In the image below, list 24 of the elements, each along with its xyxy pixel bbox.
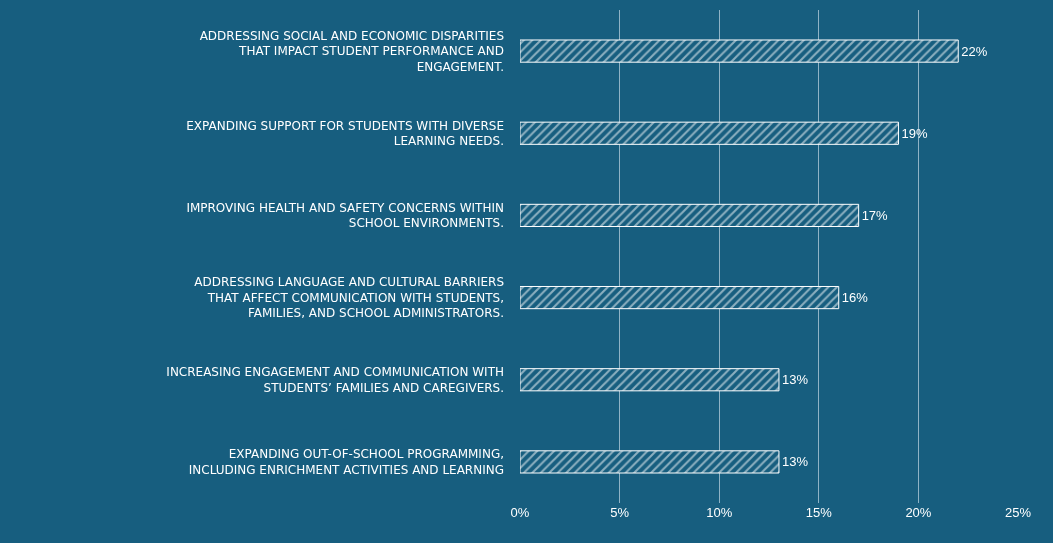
- x-tick-label: 10%: [706, 505, 733, 520]
- y-tick-label: ADDRESSING SOCIAL AND ECONOMIC DISPARITIES THAT IMPACT STUDENT PERFORMANCE AND ENGAGEMENT.: [199, 28, 504, 74]
- bar: [520, 203, 860, 228]
- data-label: 13%: [781, 454, 809, 470]
- bar: [520, 450, 780, 474]
- data-label: 19%: [901, 125, 928, 141]
- bar: [520, 39, 959, 63]
- x-tick-label: 20%: [905, 505, 932, 520]
- y-tick-label: EXPANDING SUPPORT FOR STUDENTS WITH DIVERSE LEARNING NEEDS.: [186, 118, 504, 149]
- x-tick-label: 5%: [610, 505, 630, 520]
- data-label: 17%: [861, 207, 889, 223]
- y-tick-label: INCREASING ENGAGEMENT AND COMMUNICATION WITH STUDENTS’ FAMILIES AND CAREGIVERS.: [166, 365, 504, 395]
- data-label: 16%: [841, 290, 869, 306]
- bar: [520, 285, 840, 310]
- y-tick-label: EXPANDING OUT-OF-SCHOOL PROGRAMMING, INCLUDING ENRICHMENT ACTIVITIES AND LEARNING: [188, 447, 504, 477]
- data-label: 13%: [781, 372, 809, 388]
- y-tick-label: ADDRESSING LANGUAGE AND CULTURAL BARRIERS THAT AFFECT COMMUNICATION WITH STUDENTS, FAMILIES, AND SCHOOL ADMINISTRATORS.: [194, 275, 504, 321]
- x-tick-label: 25%: [1004, 505, 1032, 520]
- y-tick-label: IMPROVING HEALTH AND SAFETY CONCERNS WITHIN SCHOOL ENVIRONMENTS.: [186, 200, 504, 231]
- bar: [520, 121, 899, 145]
- bar: [520, 368, 780, 392]
- x-tick-label: 0%: [510, 505, 530, 520]
- x-tick-label: 15%: [805, 505, 833, 520]
- data-label: 22%: [961, 43, 988, 59]
